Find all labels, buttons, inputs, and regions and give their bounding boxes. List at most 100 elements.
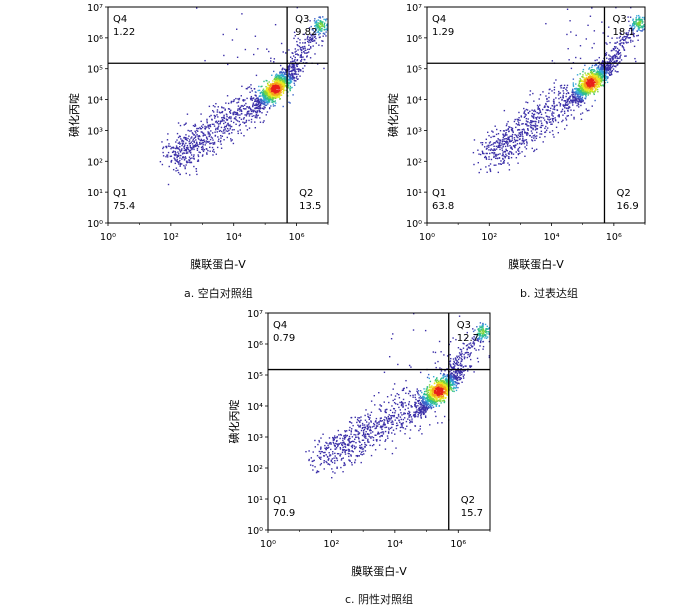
- data-point: [221, 131, 222, 132]
- data-point: [300, 56, 301, 57]
- data-point: [175, 141, 176, 142]
- data-point: [440, 380, 441, 381]
- data-point: [591, 85, 592, 86]
- data-point: [505, 134, 506, 135]
- data-point: [606, 58, 607, 59]
- data-point: [517, 163, 518, 164]
- data-point: [284, 77, 285, 78]
- data-point: [177, 162, 178, 163]
- data-point: [541, 133, 542, 134]
- data-point: [582, 85, 583, 86]
- data-point: [222, 119, 223, 120]
- data-point: [325, 35, 326, 36]
- data-point: [274, 90, 275, 91]
- data-point: [252, 110, 253, 111]
- data-point: [214, 117, 215, 118]
- data-point: [302, 71, 303, 72]
- data-point: [387, 438, 388, 439]
- data-point: [198, 160, 199, 161]
- data-point: [534, 134, 535, 135]
- data-point: [620, 54, 621, 55]
- data-point: [595, 90, 596, 91]
- data-point: [587, 92, 588, 93]
- data-point: [316, 42, 317, 43]
- y-tick-label: 10³: [87, 126, 103, 137]
- data-point: [532, 116, 533, 117]
- data-point: [231, 126, 232, 127]
- data-point: [523, 141, 524, 142]
- data-point: [227, 95, 228, 96]
- data-point: [526, 109, 527, 110]
- data-point: [540, 94, 541, 95]
- data-point: [579, 73, 580, 74]
- data-point: [212, 142, 213, 143]
- data-point: [498, 172, 499, 173]
- data-point: [562, 95, 563, 96]
- data-point: [321, 28, 322, 29]
- data-point: [511, 157, 512, 158]
- data-point: [434, 389, 435, 390]
- data-point: [638, 28, 639, 29]
- data-point: [232, 112, 233, 113]
- data-point: [458, 383, 459, 384]
- data-point: [221, 106, 222, 107]
- data-point: [516, 136, 517, 137]
- data-point: [248, 110, 249, 111]
- data-point: [189, 161, 190, 162]
- data-point: [452, 385, 453, 386]
- data-point: [594, 94, 595, 95]
- data-point: [508, 137, 509, 138]
- data-point: [617, 51, 618, 52]
- data-point: [185, 138, 186, 139]
- data-point: [538, 106, 539, 107]
- data-point: [572, 97, 573, 98]
- data-point: [513, 132, 514, 133]
- data-point: [205, 142, 206, 143]
- quadrant-value-q3: 9.82: [295, 27, 317, 38]
- data-point: [178, 143, 179, 144]
- data-point: [502, 150, 503, 151]
- data-point: [515, 119, 516, 120]
- data-point: [270, 60, 271, 61]
- data-point: [616, 53, 617, 54]
- data-point: [176, 167, 177, 168]
- data-point: [487, 132, 488, 133]
- data-point: [507, 121, 508, 122]
- data-point: [255, 105, 256, 106]
- data-point: [178, 153, 179, 154]
- data-point: [537, 128, 538, 129]
- data-point: [212, 139, 213, 140]
- data-point: [522, 140, 523, 141]
- data-point: [308, 42, 309, 43]
- data-point: [547, 116, 548, 117]
- data-point: [265, 95, 266, 96]
- data-point: [263, 99, 264, 100]
- data-point: [572, 90, 573, 91]
- data-point: [531, 125, 532, 126]
- data-point: [619, 40, 620, 41]
- data-point: [560, 111, 561, 112]
- data-point: [179, 143, 180, 144]
- data-point: [497, 158, 498, 159]
- data-point: [260, 104, 261, 105]
- data-point: [539, 133, 540, 134]
- data-point: [268, 51, 269, 52]
- data-point: [558, 91, 559, 92]
- data-point: [558, 94, 559, 95]
- data-point: [508, 156, 509, 157]
- data-point: [584, 77, 585, 78]
- data-point: [218, 106, 219, 107]
- data-point: [184, 137, 185, 138]
- data-point: [251, 121, 252, 122]
- data-point: [574, 88, 575, 89]
- data-point: [530, 120, 531, 121]
- data-point: [539, 108, 540, 109]
- data-point: [546, 98, 547, 99]
- data-point: [263, 101, 264, 102]
- data-point: [527, 129, 528, 130]
- data-point: [279, 71, 280, 72]
- data-point: [591, 90, 592, 91]
- data-point: [226, 126, 227, 127]
- y-tick-label: 10⁰: [406, 219, 422, 230]
- data-point: [280, 92, 281, 93]
